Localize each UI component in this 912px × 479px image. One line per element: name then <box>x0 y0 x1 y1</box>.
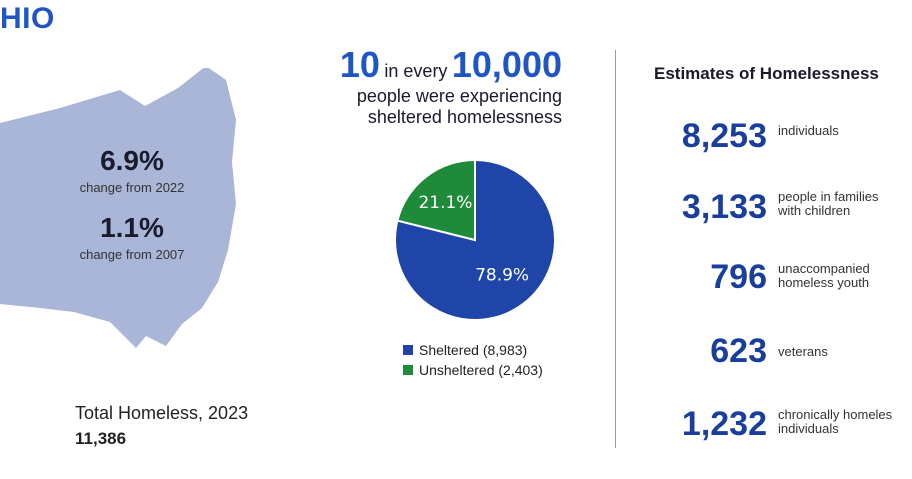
estimate-youth-label: unaccompanied homeless youth <box>778 261 870 290</box>
column-divider <box>615 50 616 448</box>
total-homeless-label: Total Homeless, 2023 <box>75 403 249 423</box>
ohio-map <box>0 68 236 348</box>
headline-line3: sheltered homelessness <box>367 107 562 127</box>
estimate-veterans-value: 623 <box>710 332 767 370</box>
pie-slice-unsheltered <box>396 158 476 242</box>
pie-label-sheltered: 78.9% <box>475 266 529 286</box>
estimate-individuals-label: individuals <box>778 123 839 138</box>
headline-number: 10 <box>339 44 380 85</box>
legend-item-sheltered: Sheltered (8,983) <box>403 340 543 360</box>
headline-connector: in every <box>384 61 448 81</box>
estimate-families-label: people in families with children <box>778 189 879 218</box>
estimate-individuals-value: 8,253 <box>681 117 767 155</box>
legend-label-sheltered: Sheltered (8,983) <box>419 342 528 358</box>
legend-swatch-unsheltered <box>403 365 413 375</box>
headline-line2: people were experiencing <box>356 86 562 106</box>
change-2022-label: change from 2022 <box>79 180 185 195</box>
legend-swatch-sheltered <box>403 345 413 355</box>
estimates-title: Estimates of Homelessness <box>654 64 879 83</box>
estimate-chronic-value: 1,232 <box>681 405 767 443</box>
estimate-chronic-label: chronically homeles individuals <box>778 407 893 436</box>
state-title: HIO <box>0 2 55 35</box>
pie-chart: 78.9% 21.1% <box>394 158 556 321</box>
pie-label-unsheltered: 21.1% <box>418 193 472 213</box>
change-2007-label: change from 2007 <box>79 247 185 262</box>
headline-denominator: 10,000 <box>451 44 562 85</box>
change-2022-value: 6.9% <box>100 145 164 176</box>
estimate-youth-value: 796 <box>710 258 767 296</box>
estimate-veterans-label: veterans <box>778 344 828 359</box>
chart-legend: Sheltered (8,983) Unsheltered (2,403) <box>403 340 543 380</box>
estimate-families-value: 3,133 <box>681 188 767 226</box>
change-2007-value: 1.1% <box>100 212 164 243</box>
total-homeless-value: 11,386 <box>75 429 127 448</box>
headline: 10 in every 10,000 people were experienc… <box>300 44 562 128</box>
legend-item-unsheltered: Unsheltered (2,403) <box>403 360 543 380</box>
legend-label-unsheltered: Unsheltered (2,403) <box>419 362 543 378</box>
